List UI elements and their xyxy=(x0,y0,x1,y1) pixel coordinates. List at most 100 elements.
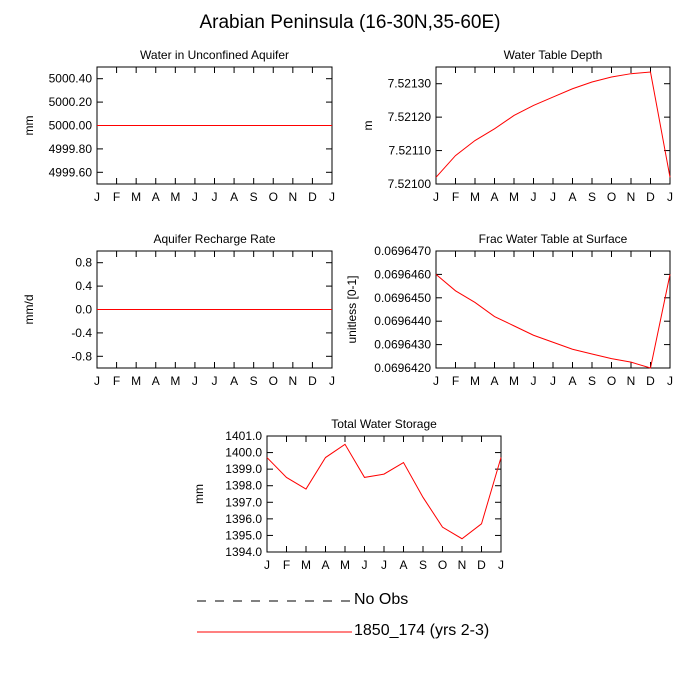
x-tick-label: O xyxy=(438,558,447,572)
page-title: Arabian Peninsula (16-30N,35-60E) xyxy=(199,12,501,33)
x-tick-label: M xyxy=(340,558,350,572)
chart-frac_water_table: Frac Water Table at Surface unitless [0-1… xyxy=(345,232,673,388)
x-tick-label: D xyxy=(477,558,486,572)
x-tick-label: D xyxy=(308,190,317,204)
x-tick-label: N xyxy=(458,558,467,572)
x-tick-label: N xyxy=(288,190,297,204)
y-tick-label: 1395.0 xyxy=(225,528,262,542)
x-tick-label: J xyxy=(433,374,439,388)
y-tick-label: 5000.00 xyxy=(49,119,93,133)
series-line xyxy=(266,443,502,540)
x-tick-label: F xyxy=(452,190,459,204)
y-axis-label: mm xyxy=(22,116,36,136)
x-tick-label: A xyxy=(490,190,498,204)
x-tick-label: F xyxy=(283,558,290,572)
x-tick-label: J xyxy=(192,190,198,204)
y-tick-label: 1397.0 xyxy=(225,495,262,509)
x-tick-label: M xyxy=(509,190,519,204)
y-axis-label: unitless [0-1] xyxy=(345,275,359,343)
x-tick-label: J xyxy=(667,190,673,204)
x-tick-label: J xyxy=(192,374,198,388)
x-tick-label: N xyxy=(627,374,636,388)
x-tick-label: J xyxy=(667,374,673,388)
x-tick-label: J xyxy=(550,374,556,388)
chart-title: Aquifer Recharge Rate xyxy=(153,232,275,246)
y-axis-label: mm/d xyxy=(22,295,36,325)
y-tick-label: 0.0696440 xyxy=(374,314,431,328)
y-axis-label: mm xyxy=(192,484,206,504)
x-tick-label: A xyxy=(230,374,238,388)
x-tick-label: M xyxy=(470,374,480,388)
x-tick-label: J xyxy=(498,558,504,572)
x-tick-label: O xyxy=(269,374,278,388)
x-tick-label: J xyxy=(433,190,439,204)
x-tick-label: J xyxy=(94,374,100,388)
x-tick-label: O xyxy=(607,374,616,388)
y-tick-label: 5000.40 xyxy=(49,72,93,86)
x-tick-label: S xyxy=(250,190,258,204)
x-tick-label: O xyxy=(269,190,278,204)
y-tick-label: 7.52120 xyxy=(388,110,432,124)
y-tick-label: 0.0696420 xyxy=(374,361,431,375)
y-tick-label: 0.0696460 xyxy=(374,267,431,281)
y-axis-label: m xyxy=(361,121,375,131)
x-tick-label: S xyxy=(419,558,427,572)
chart-title: Water Table Depth xyxy=(504,48,603,62)
x-tick-label: A xyxy=(230,190,238,204)
x-tick-label: J xyxy=(329,374,335,388)
y-tick-label: 1394.0 xyxy=(225,545,262,559)
x-tick-label: N xyxy=(288,374,297,388)
y-tick-label: 1396.0 xyxy=(225,512,262,526)
y-tick-label: 0.0 xyxy=(75,303,92,317)
legend-label-model: 1850_174 (yrs 2-3) xyxy=(354,622,490,639)
y-tick-label: -0.4 xyxy=(71,326,92,340)
y-tick-label: 0.0696430 xyxy=(374,338,431,352)
x-tick-label: D xyxy=(308,374,317,388)
y-tick-label: 7.52130 xyxy=(388,77,432,91)
chart-title: Water in Unconfined Aquifer xyxy=(140,48,289,62)
x-tick-label: A xyxy=(568,374,576,388)
chart-title: Total Water Storage xyxy=(331,417,437,431)
y-tick-label: 1400.0 xyxy=(225,446,262,460)
y-tick-label: 1399.0 xyxy=(225,462,262,476)
x-tick-label: D xyxy=(646,374,655,388)
y-tick-label: 0.8 xyxy=(75,256,92,270)
x-tick-label: M xyxy=(170,190,180,204)
x-tick-label: D xyxy=(646,190,655,204)
x-tick-label: S xyxy=(588,190,596,204)
x-tick-label: A xyxy=(399,558,407,572)
x-tick-label: J xyxy=(531,190,537,204)
x-tick-label: O xyxy=(607,190,616,204)
x-tick-label: F xyxy=(452,374,459,388)
legend-label-no-obs: No Obs xyxy=(354,591,409,608)
y-tick-label: 1401.0 xyxy=(225,429,262,443)
y-tick-label: 1398.0 xyxy=(225,479,262,493)
y-tick-label: 4999.80 xyxy=(49,142,93,156)
x-tick-label: J xyxy=(550,190,556,204)
x-tick-label: A xyxy=(152,374,160,388)
x-tick-label: N xyxy=(627,190,636,204)
x-tick-label: M xyxy=(131,190,141,204)
series-line xyxy=(435,274,671,369)
y-tick-label: -0.8 xyxy=(71,349,92,363)
x-tick-label: M xyxy=(131,374,141,388)
x-tick-label: M xyxy=(301,558,311,572)
y-tick-label: 0.4 xyxy=(75,279,92,293)
y-tick-label: 5000.20 xyxy=(49,95,93,109)
y-tick-label: 7.52100 xyxy=(388,177,432,191)
x-tick-label: A xyxy=(321,558,329,572)
y-tick-label: 7.52110 xyxy=(389,144,432,158)
x-tick-label: A xyxy=(152,190,160,204)
y-tick-label: 0.0696450 xyxy=(374,291,431,305)
x-tick-label: A xyxy=(490,374,498,388)
x-tick-label: A xyxy=(568,190,576,204)
x-tick-label: J xyxy=(94,190,100,204)
x-tick-label: J xyxy=(381,558,387,572)
chart-title: Frac Water Table at Surface xyxy=(479,232,628,246)
y-tick-label: 0.0696470 xyxy=(374,244,431,258)
x-tick-label: S xyxy=(588,374,596,388)
